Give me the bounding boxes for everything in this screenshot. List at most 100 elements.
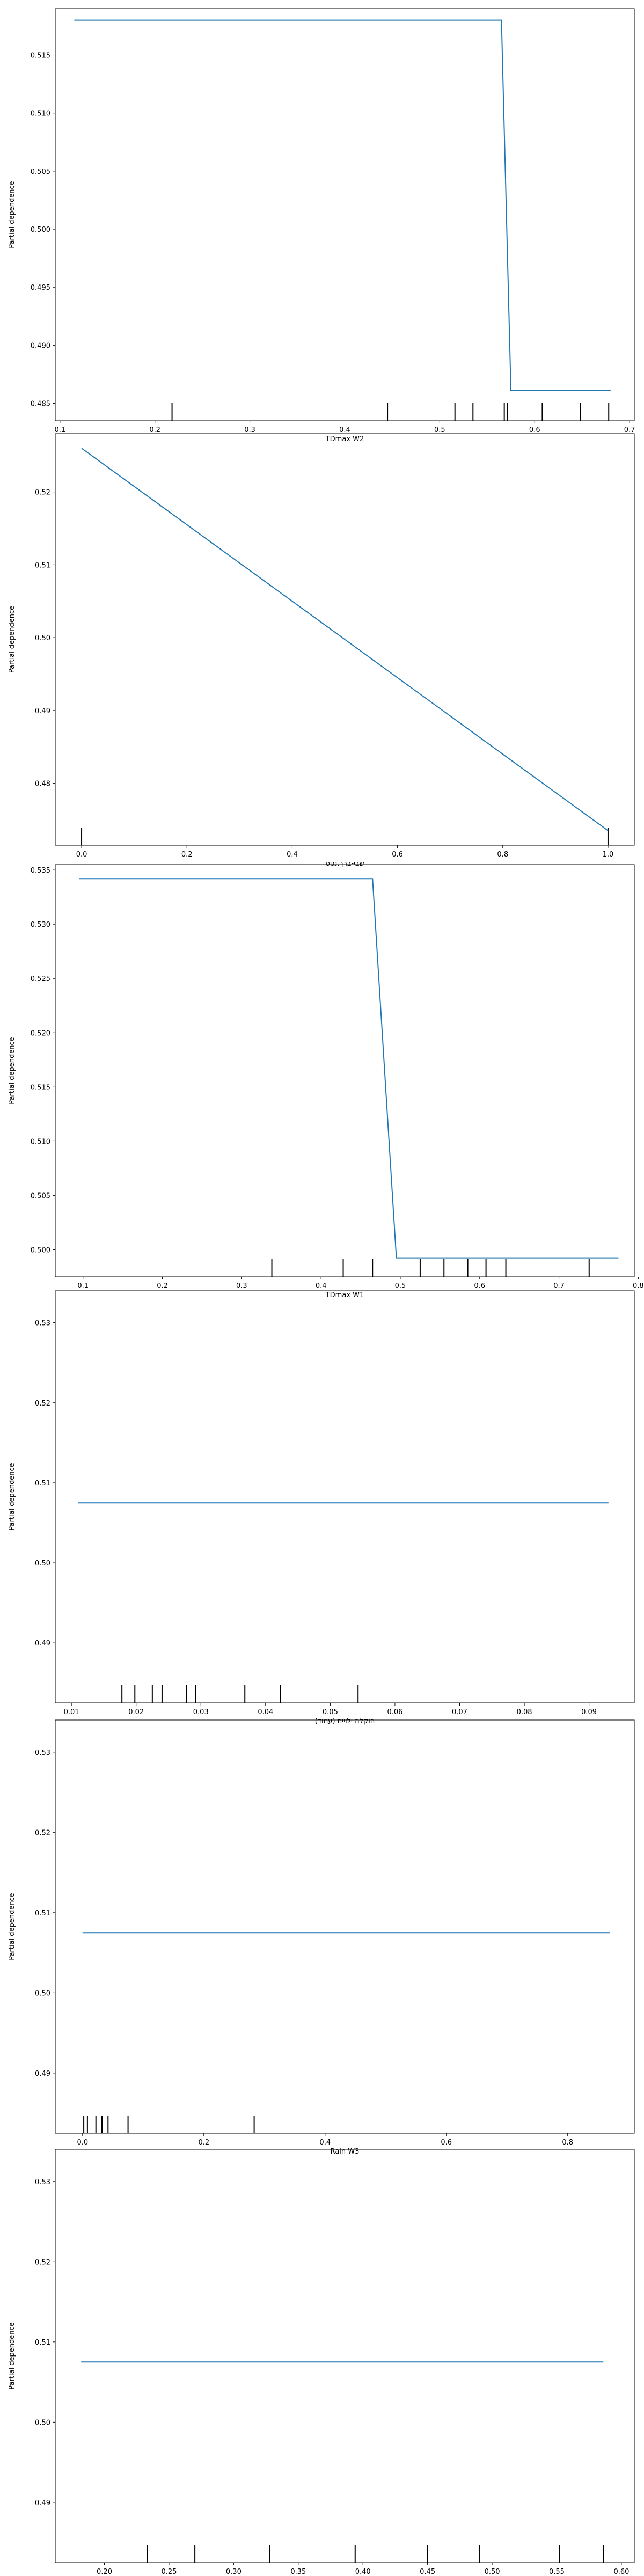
y-tick-label: 0.500 [31, 226, 50, 234]
y-tick-label: 0.51 [35, 2339, 50, 2347]
x-tick-label: 0.07 [452, 1708, 467, 1716]
y-tick-label: 0.51 [35, 1480, 50, 1488]
x-tick-label: 0.4 [287, 851, 298, 859]
y-tick-label: 0.490 [31, 342, 50, 350]
x-tick-label: 0.7 [624, 426, 635, 434]
y-tick-label: 0.50 [35, 1560, 50, 1568]
x-tick-label: 0.55 [549, 2568, 565, 2576]
y-axis-label: Partial dependence [8, 1037, 16, 1104]
x-tick-label: 0.6 [392, 851, 403, 859]
y-tick-label: 0.48 [35, 780, 50, 788]
pd-panel-2: 0.0 0.2 0.4 0.6 0.8 1.0 0.48 0.49 0.50 0.51 0.52 שב… [8, 433, 635, 868]
y-tick-label: 0.515 [31, 1084, 50, 1092]
pd-panel-5: 0.0 0.2 0.4 0.6 0.8 0.49 0.50 0.51 0.52 0.53 Rain … [8, 1719, 635, 2156]
x-tick-label: 0.02 [128, 1708, 144, 1716]
y-axis-label: Partial dependence [8, 2322, 16, 2389]
y-tick-label: 0.530 [31, 921, 50, 929]
x-axis-label: Rain W3 [331, 2148, 360, 2156]
x-tick-label: 0.5 [395, 1282, 406, 1290]
y-tick-label: 0.535 [31, 867, 50, 875]
y-axis-label: Partial dependence [8, 1893, 16, 1960]
y-axis-label: Partial dependence [8, 1463, 16, 1530]
y-tick-label: 0.53 [35, 2178, 50, 2186]
x-axis-label: TDmax W2 [325, 435, 364, 443]
pd-panel-3: 0.1 0.2 0.3 0.4 0.5 0.6 0.7 0.8 0.500 0.505 0.510 0… [8, 864, 644, 1299]
x-tick-label: 0.09 [581, 1708, 597, 1716]
x-tick-label: 0.1 [77, 1282, 89, 1290]
x-tick-label: 0.3 [244, 426, 255, 434]
x-axis-label: TDmax W1 [325, 1291, 364, 1299]
y-axis-label: Partial dependence [8, 181, 16, 248]
x-tick-label: 0.4 [319, 2139, 331, 2147]
plot-frame [55, 1290, 635, 1703]
pd-panel-4: 0.01 0.02 0.03 0.04 0.05 0.06 0.07 0.08 0.09 0.49… [8, 1290, 635, 1725]
y-tick-label: 0.53 [35, 1749, 50, 1757]
x-tick-label: 0.45 [420, 2568, 435, 2576]
y-tick-label: 0.52 [35, 1400, 50, 1408]
y-tick-label: 0.495 [31, 284, 50, 292]
x-tick-label: 0.8 [633, 1282, 644, 1290]
x-tick-label: 1.0 [603, 851, 614, 859]
y-tick-label: 0.50 [35, 1989, 50, 1997]
y-tick-label: 0.505 [31, 168, 50, 176]
pd-panel-6: 0.20 0.25 0.30 0.35 0.40 0.45 0.50 0.55 0.60 0.49… [8, 2149, 635, 2576]
x-tick-label: 0.50 [485, 2568, 500, 2576]
x-tick-label: 0.7 [553, 1282, 565, 1290]
x-tick-label: 0.2 [149, 426, 160, 434]
y-tick-label: 0.53 [35, 1320, 50, 1328]
pd-series-line [79, 878, 619, 1259]
x-tick-label: 0.01 [64, 1708, 79, 1716]
x-tick-label: 0.2 [198, 2139, 209, 2147]
x-tick-label: 0.8 [497, 851, 508, 859]
y-tick-label: 0.520 [31, 1029, 50, 1037]
y-tick-label: 0.52 [35, 489, 50, 497]
x-tick-label: 0.05 [323, 1708, 338, 1716]
x-tick-label: 0.6 [474, 1282, 485, 1290]
x-tick-label: 0.6 [441, 2139, 452, 2147]
y-tick-label: 0.49 [35, 2070, 50, 2078]
x-tick-label: 0.5 [434, 426, 445, 434]
x-tick-label: 0.25 [161, 2568, 177, 2576]
x-tick-label: 0.08 [517, 1708, 532, 1716]
x-tick-label: 0.20 [97, 2568, 112, 2576]
y-tick-label: 0.500 [31, 1246, 50, 1254]
x-axis-label: שבי-ברך.נטס [325, 860, 364, 868]
y-tick-label: 0.49 [35, 2499, 50, 2507]
pd-series-line [81, 448, 609, 831]
x-tick-label: 0.3 [236, 1282, 247, 1290]
y-tick-label: 0.49 [35, 707, 50, 715]
y-tick-label: 0.50 [35, 634, 50, 642]
y-tick-label: 0.50 [35, 2419, 50, 2427]
y-tick-label: 0.505 [31, 1192, 50, 1200]
y-tick-label: 0.51 [35, 1909, 50, 1918]
y-tick-label: 0.515 [31, 52, 50, 60]
x-tick-label: 0.4 [316, 1282, 327, 1290]
x-tick-label: 0.40 [355, 2568, 371, 2576]
y-tick-label: 0.525 [31, 975, 50, 983]
y-tick-label: 0.485 [31, 400, 50, 408]
y-tick-label: 0.49 [35, 1640, 50, 1648]
plot-frame [55, 8, 635, 421]
x-tick-label: 0.60 [613, 2568, 629, 2576]
x-tick-label: 0.8 [562, 2139, 573, 2147]
y-tick-label: 0.510 [31, 110, 50, 118]
x-tick-label: 0.0 [77, 2139, 88, 2147]
y-tick-label: 0.52 [35, 2258, 50, 2266]
plot-frame [55, 2149, 635, 2563]
x-tick-label: 0.4 [339, 426, 350, 434]
x-tick-label: 0.0 [76, 851, 87, 859]
pd-series-line [74, 19, 611, 391]
y-tick-label: 0.51 [35, 561, 50, 569]
x-tick-label: 0.2 [157, 1282, 168, 1290]
x-tick-label: 0.2 [181, 851, 193, 859]
x-tick-label: 0.6 [529, 426, 540, 434]
x-tick-label: 0.1 [55, 426, 66, 434]
x-tick-label: 0.04 [258, 1708, 273, 1716]
x-tick-label: 0.06 [387, 1708, 402, 1716]
plot-frame [55, 1719, 635, 2134]
y-tick-label: 0.52 [35, 1829, 50, 1837]
plot-frame [55, 433, 635, 846]
pd-panel-1: 0.1 0.2 0.3 0.4 0.5 0.6 0.7 0.485 0.490 0.495 0.50… [8, 8, 635, 443]
x-axis-label: (עמוד) הוקלה ילויים [315, 1717, 375, 1725]
